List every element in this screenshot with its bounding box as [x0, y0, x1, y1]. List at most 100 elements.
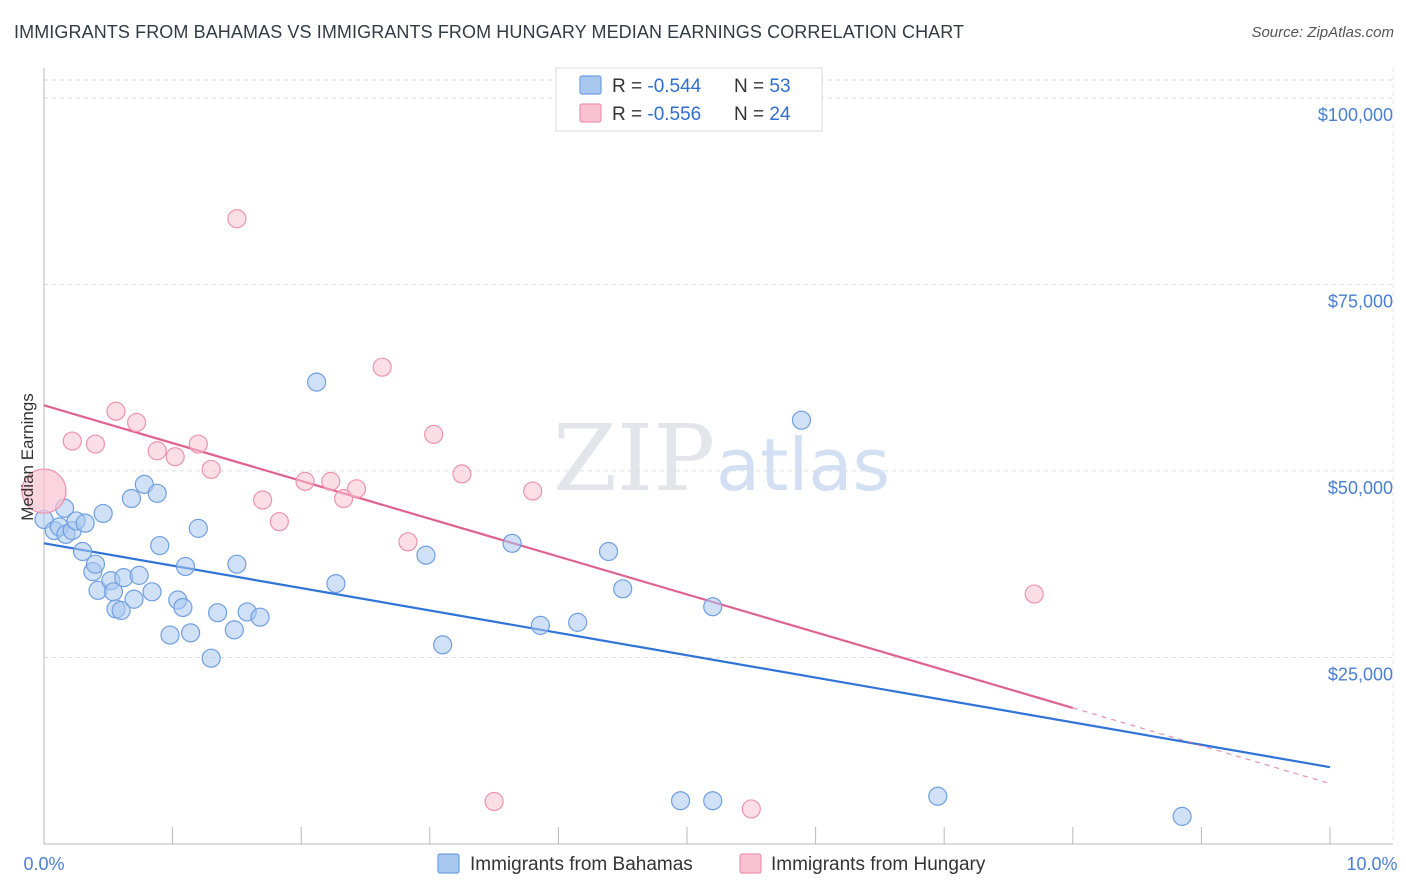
data-point-bahamas [181, 623, 201, 643]
data-point-bahamas [111, 600, 131, 621]
watermark-zip: ZIP [553, 405, 715, 512]
legend-n-value-hungary: 24 [769, 104, 791, 125]
data-point-bahamas [208, 603, 228, 623]
legend-swatch-bahamas [579, 75, 602, 95]
data-point-hungary [147, 441, 167, 461]
data-point-bahamas [93, 503, 113, 524]
data-point-bahamas [928, 786, 948, 806]
data-point-hungary [295, 471, 315, 491]
legend-n-value-bahamas: 53 [769, 76, 790, 97]
y-tick-label: $25,000 [1328, 664, 1393, 684]
y-tick-label: $50,000 [1328, 478, 1393, 498]
data-point-bahamas [175, 556, 196, 577]
legend: R = -0.544 N = 53 R = -0.556 N = 24 [555, 67, 823, 132]
bottom-legend-label-hungary: Immigrants from Hungary [771, 854, 986, 875]
data-point-bahamas [227, 554, 247, 574]
data-point-bahamas [150, 535, 170, 556]
data-point-bahamas [598, 541, 619, 562]
svg-text:N = 24: N = 24 [734, 104, 791, 125]
data-point-hungary [1024, 584, 1044, 604]
data-point-hungary [334, 488, 354, 509]
data-point-bahamas [85, 554, 106, 574]
svg-text:R = -0.544: R = -0.544 [612, 76, 702, 97]
data-point-bahamas [201, 648, 221, 668]
data-point-bahamas [530, 615, 550, 635]
data-point-bahamas [1172, 806, 1192, 826]
data-point-bahamas [224, 620, 244, 640]
data-point-hungary [269, 512, 289, 532]
data-point-hungary [398, 532, 418, 552]
data-point-hungary [62, 431, 82, 451]
data-point-hungary [253, 490, 273, 510]
data-point-bahamas [124, 589, 144, 609]
watermark: ZIP atlas [553, 405, 890, 512]
axes [43, 68, 1393, 845]
legend-r-value-bahamas: -0.544 [647, 76, 701, 97]
data-point-bahamas [188, 518, 208, 538]
data-point-hungary [165, 447, 185, 467]
data-point-bahamas [75, 513, 95, 533]
bottom-legend-swatch-bahamas [437, 853, 460, 874]
data-point-bahamas [703, 791, 723, 811]
legend-r-label-hungary: R = [612, 104, 647, 125]
svg-text:R = -0.556: R = -0.556 [612, 104, 701, 125]
data-point-hungary [201, 459, 221, 480]
legend-n-label-bahamas: N = [734, 76, 769, 97]
legend-r-value-hungary: -0.556 [647, 104, 701, 125]
bottom-legend-label-bahamas: Immigrants from Bahamas [470, 854, 693, 875]
data-point-bahamas [433, 635, 453, 655]
data-point-hungary [126, 412, 147, 433]
data-point-hungary [741, 799, 761, 819]
trend-line-extension-hungary [1072, 707, 1331, 785]
y-tick-labels: $25,000 $50,000 $75,000 $100,000 [1318, 105, 1393, 685]
data-point-hungary [346, 479, 367, 499]
y-tick-label: $100,000 [1318, 105, 1393, 125]
data-point-bahamas [129, 565, 149, 585]
bottom-legend-swatch-hungary [739, 853, 762, 874]
chart-title: IMMIGRANTS FROM BAHAMAS VS IMMIGRANTS FR… [14, 22, 965, 42]
data-point-hungary [21, 468, 67, 514]
data-point-bahamas [307, 372, 327, 392]
data-point-hungary [85, 434, 106, 454]
x-tick-label-min: 0.0% [23, 854, 64, 874]
data-point-hungary [106, 401, 126, 421]
data-point-hungary [484, 791, 504, 812]
x-tick-label-max: 10.0% [1346, 854, 1397, 874]
data-point-bahamas [613, 579, 633, 599]
data-point-hungary [372, 357, 392, 377]
data-point-bahamas [147, 483, 167, 503]
data-point-bahamas [250, 607, 270, 627]
data-point-bahamas [173, 597, 193, 618]
data-point-bahamas [670, 791, 691, 811]
data-point-bahamas [791, 410, 812, 430]
data-point-hungary [227, 209, 247, 229]
data-point-bahamas [121, 488, 142, 509]
legend-n-label-hungary: N = [734, 104, 769, 125]
trend-line-bahamas [43, 542, 1331, 769]
legend-swatch-hungary [579, 103, 602, 123]
y-tick-label: $75,000 [1328, 291, 1393, 311]
data-point-bahamas [142, 582, 162, 602]
data-point-hungary [452, 464, 472, 484]
svg-text:N = 53: N = 53 [734, 76, 791, 97]
data-point-bahamas [326, 573, 346, 594]
data-point-hungary [424, 424, 444, 444]
watermark-atlas: atlas [716, 423, 890, 507]
data-point-bahamas [703, 597, 723, 617]
legend-r-label-bahamas: R = [612, 76, 647, 97]
data-point-bahamas [502, 533, 522, 553]
data-point-hungary [523, 481, 543, 501]
data-points [21, 209, 1192, 826]
data-point-hungary [188, 434, 208, 454]
chart-source: Source: ZipAtlas.com [1251, 24, 1394, 41]
trend-lines [43, 404, 1331, 785]
bottom-legend: Immigrants from Bahamas Immigrants from … [437, 853, 986, 875]
trend-line-hungary [43, 404, 1074, 709]
data-point-hungary [321, 471, 341, 491]
data-point-bahamas [416, 545, 436, 565]
data-point-bahamas [568, 612, 588, 632]
data-point-bahamas [72, 541, 93, 562]
y-axis-label: Median Earnings [18, 393, 37, 521]
data-point-bahamas [160, 625, 180, 645]
